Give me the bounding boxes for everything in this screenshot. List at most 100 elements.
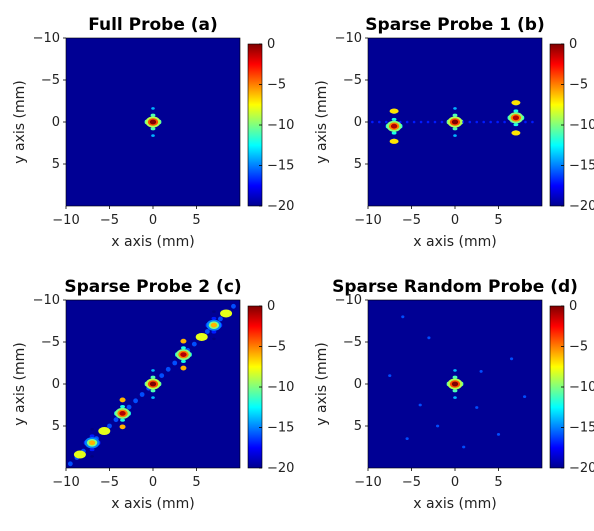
data-point [180, 352, 187, 357]
grating-streak [475, 120, 479, 124]
random-sidelobe [509, 357, 514, 361]
x-tick-label: −5 [100, 213, 119, 228]
data-point [451, 381, 459, 387]
data-point [451, 119, 459, 125]
random-sidelobe [418, 403, 422, 407]
data-point [512, 115, 520, 121]
x-tick-label: −10 [52, 213, 79, 228]
diagonal-streak [139, 392, 145, 397]
y-tick-label: 0 [52, 115, 60, 130]
sidelobe [90, 455, 94, 458]
grating-lobe-halo [389, 108, 399, 114]
random-sidelobe [479, 370, 483, 373]
heatmap-field [67, 303, 236, 467]
y-axis-label: y axis (mm) [12, 80, 28, 163]
y-tick-label: 5 [354, 157, 362, 172]
x-tick-label: 5 [192, 475, 200, 490]
data-point [149, 381, 157, 387]
sidelobe [151, 107, 155, 110]
grating-streak [503, 120, 506, 124]
grating-lobe-halo [98, 427, 111, 436]
x-axis-label: x axis (mm) [413, 234, 496, 250]
colorbar-tick-label: −10 [569, 118, 594, 133]
sidelobe [90, 427, 94, 431]
random-sidelobe [462, 445, 466, 449]
grating-streak [531, 120, 534, 124]
sidelobe [453, 107, 457, 110]
sidelobe [151, 396, 155, 399]
grating-lobe-halo [180, 365, 187, 371]
diagonal-streak [67, 461, 73, 467]
random-sidelobe [427, 336, 431, 340]
random-sidelobe [401, 315, 405, 319]
y-tick-label: −10 [335, 31, 362, 46]
diagonal-streak [191, 341, 197, 347]
sidelobe [212, 337, 216, 341]
y-tick-label: −5 [41, 335, 60, 350]
diagonal-streak [231, 303, 236, 309]
colorbar-tick-label: 0 [267, 299, 275, 314]
sidelobe [452, 375, 458, 379]
diagonal-streak [126, 404, 132, 410]
sidelobe [452, 127, 458, 131]
grating-streak [371, 120, 374, 124]
grating-streak [384, 120, 388, 124]
colorbar-tick-label: −10 [267, 380, 294, 395]
random-sidelobe [436, 424, 440, 428]
sidelobe [150, 127, 156, 131]
sidelobe [150, 389, 156, 393]
y-tick-label: −10 [33, 31, 60, 46]
x-tick-label: −10 [52, 475, 79, 490]
y-axis-label: y axis (mm) [12, 342, 28, 425]
y-tick-label: 0 [52, 377, 60, 392]
x-tick-label: −5 [100, 475, 119, 490]
sidelobe [513, 109, 519, 113]
diagonal-streak [218, 316, 223, 322]
random-sidelobe [475, 406, 479, 409]
colorbar-tick-label: −5 [267, 340, 286, 355]
y-tick-label: 5 [52, 157, 60, 172]
grating-streak [426, 120, 430, 124]
sidelobe [120, 405, 125, 409]
grating-lobe-halo [119, 397, 126, 403]
panel-2: Sparse Probe 2 (c) −10 −5 0 5 −10 −5 0 5 x axis (… [12, 277, 294, 512]
sidelobe [181, 359, 186, 363]
grating-lobe-halo [180, 338, 187, 344]
diagonal-streak [159, 373, 165, 378]
colorbar-tick-label: −20 [569, 199, 594, 214]
colorbar-tick-label: −20 [267, 461, 294, 476]
sidelobe [89, 447, 95, 452]
colorbar-tick-label: −5 [267, 78, 286, 93]
x-tick-label: 5 [192, 213, 200, 228]
sidelobe [89, 434, 95, 438]
colorbar-tick-label: 0 [267, 37, 275, 52]
grating-lobe-halo [511, 130, 521, 136]
grating-streak [524, 120, 527, 124]
data-point [390, 123, 398, 129]
data-point [88, 440, 96, 446]
y-tick-label: 0 [354, 377, 362, 392]
grating-lobe-halo [119, 424, 126, 430]
x-tick-label: −5 [402, 213, 421, 228]
sidelobe [150, 375, 156, 379]
heatmap-field [371, 100, 534, 144]
grating-streak [378, 120, 381, 124]
sidelobe [452, 389, 458, 393]
y-tick-label: −5 [343, 73, 362, 88]
grating-lobe-halo [511, 100, 521, 106]
grating-lobe-halo [220, 309, 233, 318]
colorbar-tick-label: −15 [569, 421, 594, 436]
random-sidelobe [388, 374, 392, 377]
colorbar-tick-label: −5 [569, 340, 588, 355]
random-sidelobe [405, 437, 409, 440]
grating-streak [433, 120, 437, 124]
x-tick-label: 0 [451, 475, 459, 490]
x-tick-label: 0 [149, 475, 157, 490]
x-tick-label: −10 [354, 475, 381, 490]
grating-streak [419, 120, 423, 124]
grating-streak [405, 120, 409, 124]
grating-streak [496, 120, 499, 124]
sidelobe [211, 316, 217, 321]
diagonal-streak [204, 329, 210, 334]
